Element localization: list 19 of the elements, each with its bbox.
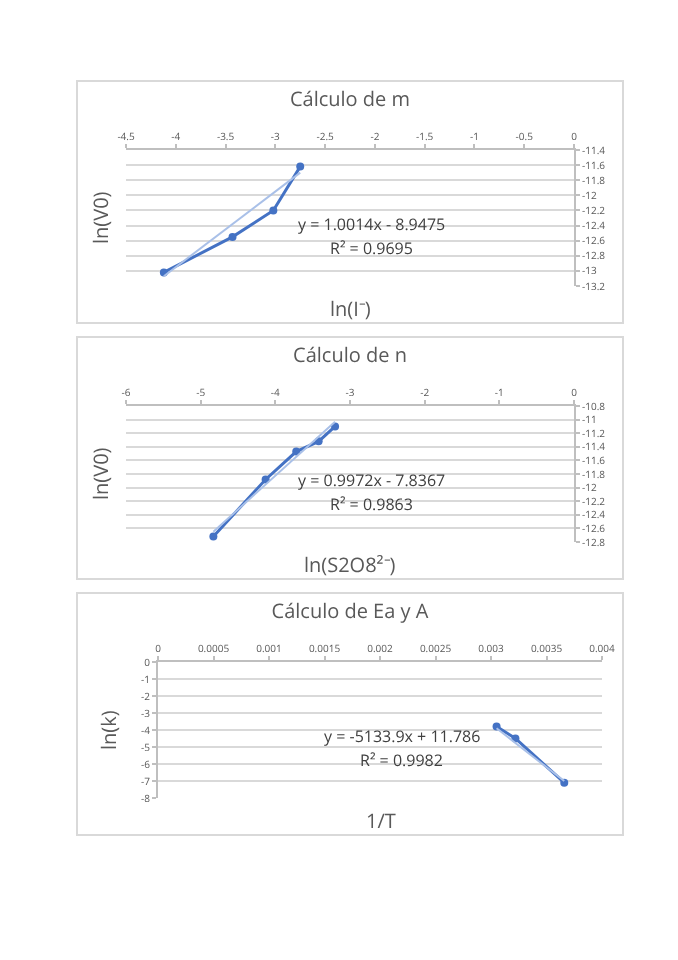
annotation: R² = 0.9982 — [360, 750, 444, 772]
annotation: y = 0.9972x - 7.8367 — [298, 470, 447, 492]
y-axis-title: ln(V0) — [86, 447, 114, 500]
point — [296, 162, 305, 171]
y-axis-title: ln(k) — [94, 710, 122, 750]
x-axis-title: ln(S2O8²⁻) — [304, 550, 396, 578]
x-axis-title: ln(I⁻) — [330, 294, 371, 322]
annotation: R² = 0.9695 — [330, 238, 414, 260]
chart-title: Cálculo de m — [289, 83, 411, 112]
annotation: y = -5133.9x + 11.786 — [324, 726, 482, 748]
point — [209, 532, 218, 541]
annotation: y = 1.0014x - 8.9475 — [298, 214, 447, 236]
annotation: R² = 0.9863 — [330, 494, 414, 516]
point — [228, 232, 237, 241]
y-axis-title: ln(V0) — [86, 191, 114, 244]
chart-title: Cálculo de Ea y A — [271, 595, 430, 624]
chart-title: Cálculo de n — [293, 339, 407, 368]
x-axis-title: 1/T — [366, 806, 397, 834]
point — [269, 206, 278, 215]
